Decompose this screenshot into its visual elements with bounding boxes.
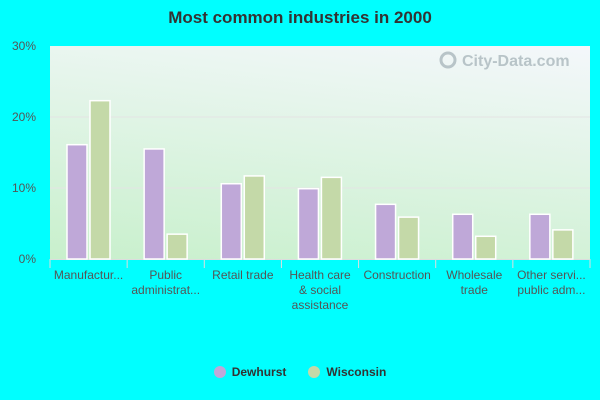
legend-label: Dewhurst: [231, 365, 287, 379]
y-tick-label: 10%: [12, 181, 36, 195]
x-tick-label: Retail trade: [212, 268, 274, 282]
watermark-logo-icon: [439, 51, 457, 69]
legend-item: Wisconsin: [308, 365, 386, 379]
x-tick-label: Construction: [363, 268, 430, 282]
x-tick-label: Other servi...: [517, 268, 586, 282]
bar-dewhurst: [66, 143, 88, 260]
watermark: City-Data.com: [462, 53, 570, 70]
bar-dewhurst: [220, 182, 243, 260]
chart-title: Most common industries in 2000: [168, 8, 432, 27]
bar-dewhurst: [143, 148, 165, 260]
x-tick-label: trade: [461, 283, 489, 297]
x-tick-label: Wholesale: [446, 268, 502, 282]
x-tick-label: administrat...: [131, 283, 200, 297]
x-tick-label: assistance: [292, 298, 349, 312]
bar-dewhurst: [374, 203, 397, 260]
bar-dewhurst: [451, 213, 474, 260]
plot-area: [50, 46, 590, 259]
bar-wisconsin: [89, 99, 111, 260]
x-tick-label: Health care: [289, 268, 351, 282]
legend-swatch: [213, 366, 226, 378]
y-tick-label: 30%: [12, 39, 36, 53]
x-tick-label: & social: [299, 283, 341, 297]
bar-wisconsin: [320, 176, 343, 260]
bar-dewhurst: [529, 213, 551, 260]
y-tick-label: 20%: [12, 110, 36, 124]
bar-wisconsin: [552, 229, 574, 260]
bar-wisconsin: [397, 216, 420, 260]
x-tick-label: public adm...: [517, 283, 585, 297]
legend-label: Wisconsin: [326, 365, 387, 379]
legend-swatch: [308, 366, 321, 378]
bar-dewhurst: [297, 187, 320, 260]
x-tick-label: Manufactur...: [54, 268, 123, 282]
bar-wisconsin: [166, 233, 188, 260]
bar-wisconsin: [474, 235, 497, 260]
bar-wisconsin: [243, 175, 266, 260]
y-tick-label: 0%: [19, 252, 37, 266]
legend: Dewhurst Wisconsin: [0, 365, 600, 379]
legend-item: Dewhurst: [213, 365, 287, 379]
x-tick-label: Public: [149, 268, 182, 282]
